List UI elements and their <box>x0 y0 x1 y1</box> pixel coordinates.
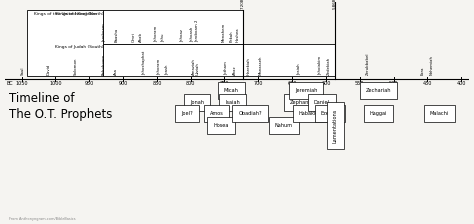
Text: 720BC - Fall of Israel: 720BC - Fall of Israel <box>241 0 246 9</box>
Text: Nahum: Nahum <box>275 123 293 128</box>
Text: 700: 700 <box>254 82 263 86</box>
Text: Haggai: Haggai <box>370 111 387 116</box>
Text: From Anthonyngram.com/BibleBasics: From Anthonyngram.com/BibleBasics <box>9 217 76 221</box>
Text: 1000: 1000 <box>49 82 62 86</box>
Text: Jehu: Jehu <box>162 34 165 42</box>
Text: Kings of the United Kingdom: Kings of the United Kingdom <box>34 12 96 16</box>
Text: Nehemiah: Nehemiah <box>429 55 433 75</box>
Text: Isaiah: Isaiah <box>225 100 240 105</box>
FancyBboxPatch shape <box>103 10 244 44</box>
Text: Hosea: Hosea <box>213 123 229 128</box>
Text: Joash: Joash <box>166 65 170 75</box>
Text: Zedekiah: Zedekiah <box>327 57 330 75</box>
Text: Kings of Judah (South): Kings of Judah (South) <box>55 45 103 49</box>
Text: Baasha: Baasha <box>115 28 119 42</box>
Text: Pekah: Pekah <box>230 30 234 42</box>
Text: Uzziah: Uzziah <box>195 62 200 75</box>
Text: Rehoboam: Rehoboam <box>102 54 106 75</box>
Text: Micah: Micah <box>224 88 239 93</box>
Text: Kings of Israel (North): Kings of Israel (North) <box>56 12 103 16</box>
Text: Jeroboam 2: Jeroboam 2 <box>195 19 199 42</box>
Text: Saul: Saul <box>20 67 24 75</box>
Text: Habakkuk: Habakkuk <box>299 111 324 116</box>
Text: Timeline of
The O.T. Prophets: Timeline of The O.T. Prophets <box>9 92 113 121</box>
Text: 600: 600 <box>321 82 330 86</box>
Text: Jehoiakim: Jehoiakim <box>319 56 322 75</box>
Text: Zechariah: Zechariah <box>366 88 392 93</box>
Text: BC: BC <box>6 82 13 86</box>
Text: Hezekiah: Hezekiah <box>247 58 251 75</box>
Text: Zerubbabel: Zerubbabel <box>366 53 370 75</box>
Text: Ahaz: Ahaz <box>233 66 237 75</box>
Text: 450: 450 <box>423 82 432 86</box>
Text: Malachi: Malachi <box>430 111 449 116</box>
Text: Solomon: Solomon <box>74 58 78 75</box>
Text: Hoshea: Hoshea <box>236 27 240 42</box>
Text: Jeremiah: Jeremiah <box>295 88 318 93</box>
Text: Jehoaz: Jehoaz <box>180 29 184 42</box>
Text: Daniel: Daniel <box>314 100 330 105</box>
Text: Jehoshaphat: Jehoshaphat <box>142 51 146 75</box>
Text: Jehoash: Jehoash <box>191 27 195 42</box>
Text: Jotham: Jotham <box>224 62 228 75</box>
Text: Menahem: Menahem <box>222 23 226 42</box>
Text: Jeroboam: Jeroboam <box>102 23 106 42</box>
Text: Ezekiel: Ezekiel <box>321 111 339 116</box>
Text: Ezra: Ezra <box>420 67 425 75</box>
Text: Josiah: Josiah <box>298 64 301 75</box>
Text: 800: 800 <box>186 82 195 86</box>
Text: Omri: Omri <box>132 32 136 42</box>
Text: Lamentations: Lamentations <box>333 108 338 143</box>
Text: 650: 650 <box>287 82 297 86</box>
Text: Zephaniah: Zephaniah <box>290 100 317 105</box>
Text: Asa: Asa <box>114 68 118 75</box>
FancyBboxPatch shape <box>103 44 336 76</box>
Text: Obadiah?: Obadiah? <box>238 111 262 116</box>
Text: 400: 400 <box>456 82 466 86</box>
Text: Joel?: Joel? <box>182 111 193 116</box>
Text: 1050: 1050 <box>15 82 28 86</box>
Text: 500: 500 <box>389 82 398 86</box>
Text: Manasseh: Manasseh <box>259 56 263 75</box>
Text: Jehoram: Jehoram <box>157 59 161 75</box>
Text: 950: 950 <box>85 82 94 86</box>
Text: 900: 900 <box>118 82 128 86</box>
Text: 850: 850 <box>152 82 162 86</box>
Text: 750: 750 <box>220 82 229 86</box>
Text: Amaziah: Amaziah <box>192 58 196 75</box>
Text: Ahab: Ahab <box>139 32 143 42</box>
Text: David: David <box>46 64 51 75</box>
FancyBboxPatch shape <box>27 10 103 76</box>
Text: Jehoram: Jehoram <box>154 26 158 42</box>
Text: 586BC - Fall of Jerusalem and Temple: 586BC - Fall of Jerusalem and Temple <box>333 0 337 9</box>
Text: 550: 550 <box>355 82 365 86</box>
Text: Amos: Amos <box>210 111 223 116</box>
Text: Jonah: Jonah <box>191 100 204 105</box>
